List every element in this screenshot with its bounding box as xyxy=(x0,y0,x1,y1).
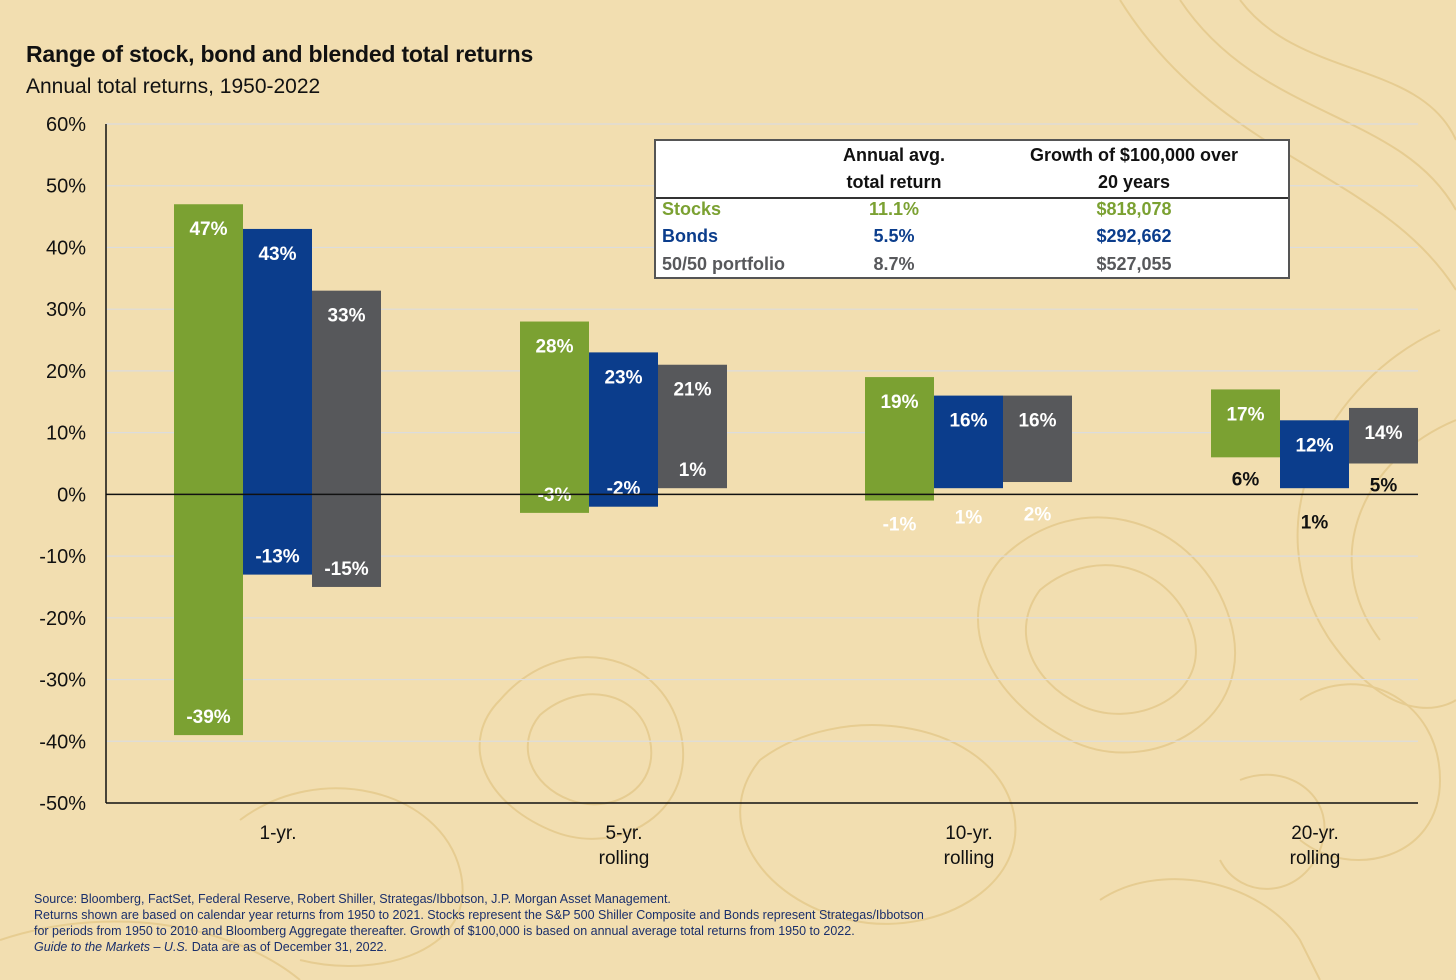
bar-low-label: 5% xyxy=(1370,476,1398,497)
y-tick-label: 50% xyxy=(46,176,86,198)
bar-high-label: 14% xyxy=(1364,423,1402,444)
y-tick-label: 30% xyxy=(46,299,86,321)
bar-high-label: 33% xyxy=(327,306,365,327)
table-cell-growth: $818,078 xyxy=(1096,199,1172,219)
table-header-avg-line1: Annual avg. xyxy=(842,145,945,165)
bar-bonds xyxy=(243,228,312,575)
footer-note-3: Guide to the Markets – U.S. Data are as … xyxy=(34,939,1134,955)
bar-low-label: -13% xyxy=(255,547,299,568)
bar-50-50-portfolio xyxy=(658,364,727,489)
bar-high-label: 21% xyxy=(673,380,711,401)
bar-low-label: -1% xyxy=(883,515,917,536)
table-cell-avg: 11.1% xyxy=(868,199,920,219)
bar-50-50-portfolio xyxy=(1003,395,1072,483)
footer-source: Source: Bloomberg, FactSet, Federal Rese… xyxy=(34,892,671,906)
bar-low-label: 1% xyxy=(679,460,707,481)
bar-high-label: 47% xyxy=(189,219,227,240)
bar-high-label: 16% xyxy=(1018,411,1056,432)
bar-low-label: 1% xyxy=(1301,512,1329,533)
table-cell-name: Stocks xyxy=(662,199,722,219)
y-tick-label: 60% xyxy=(46,114,86,136)
table-cell-avg: 8.7% xyxy=(873,254,915,274)
y-tick-label: 40% xyxy=(46,237,86,259)
bar-low-label: -3% xyxy=(538,485,572,506)
bar-low-label: -2% xyxy=(607,479,641,500)
footer-guide-name: Guide to the Markets – U.S. xyxy=(34,940,189,954)
chart-subtitle: Annual total returns, 1950-2022 xyxy=(26,75,321,98)
bar-high-label: 17% xyxy=(1226,404,1264,425)
x-tick-label: rolling xyxy=(944,848,995,869)
y-tick-label: -20% xyxy=(39,608,86,630)
bar-stocks xyxy=(174,204,243,736)
y-tick-label: 10% xyxy=(46,423,86,445)
footer-date-note: Data are as of December 31, 2022. xyxy=(188,940,387,954)
footer-note-1: Returns shown are based on calendar year… xyxy=(34,908,924,922)
bar-low-label: 1% xyxy=(955,507,983,528)
table-cell-name: 50/50 portfolio xyxy=(662,254,786,274)
bar-high-label: 23% xyxy=(604,367,642,388)
bar-high-label: 19% xyxy=(880,392,918,413)
bar-high-label: 12% xyxy=(1295,435,1333,456)
y-tick-label: 0% xyxy=(57,484,86,506)
bar-50-50-portfolio xyxy=(312,290,381,587)
bar-bonds xyxy=(934,395,1003,489)
bar-low-label: -39% xyxy=(186,707,230,728)
x-tick-label: 1-yr. xyxy=(260,823,297,844)
table-cell-avg: 5.5% xyxy=(873,226,915,246)
table-cell-name: Bonds xyxy=(662,226,718,246)
bar-low-label: 2% xyxy=(1024,504,1052,525)
table-header-growth-line2: 20 years xyxy=(1097,172,1171,192)
x-tick-label: 10-yr. xyxy=(945,823,993,844)
x-tick-label: rolling xyxy=(599,848,650,869)
table-cell-growth: $292,662 xyxy=(1096,226,1172,246)
chart-title: Range of stock, bond and blended total r… xyxy=(26,41,534,67)
bar-high-label: 43% xyxy=(258,244,296,265)
y-tick-label: -50% xyxy=(39,793,86,815)
footer-note-2: for periods from 1950 to 2010 and Bloomb… xyxy=(34,924,855,938)
table-header-avg-line2: total return xyxy=(846,172,942,192)
bar-bonds xyxy=(1280,420,1349,489)
x-tick-label: 5-yr. xyxy=(606,823,643,844)
footer-notes: Source: Bloomberg, FactSet, Federal Rese… xyxy=(34,891,1134,955)
y-tick-label: -10% xyxy=(39,546,86,568)
bar-low-label: -15% xyxy=(324,559,368,580)
x-tick-label: rolling xyxy=(1290,848,1341,869)
table-cell-growth: $527,055 xyxy=(1096,254,1172,274)
table-header-growth-line1: Growth of $100,000 over xyxy=(1029,145,1239,165)
y-tick-label: 20% xyxy=(46,361,86,383)
bar-high-label: 28% xyxy=(535,337,573,358)
bar-stocks xyxy=(1211,389,1280,458)
y-tick-label: -30% xyxy=(39,670,86,692)
bar-bonds xyxy=(589,352,658,507)
y-tick-label: -40% xyxy=(39,731,86,753)
x-tick-label: 20-yr. xyxy=(1291,823,1339,844)
bar-stocks xyxy=(865,377,934,501)
bar-stocks xyxy=(520,321,589,513)
bar-50-50-portfolio xyxy=(1349,407,1418,464)
table-header-divider xyxy=(656,197,1288,199)
bar-high-label: 16% xyxy=(949,411,987,432)
bar-low-label: 6% xyxy=(1232,469,1260,490)
summary-table: Annual avg. Growth of $100,000 over tota… xyxy=(654,139,1290,279)
